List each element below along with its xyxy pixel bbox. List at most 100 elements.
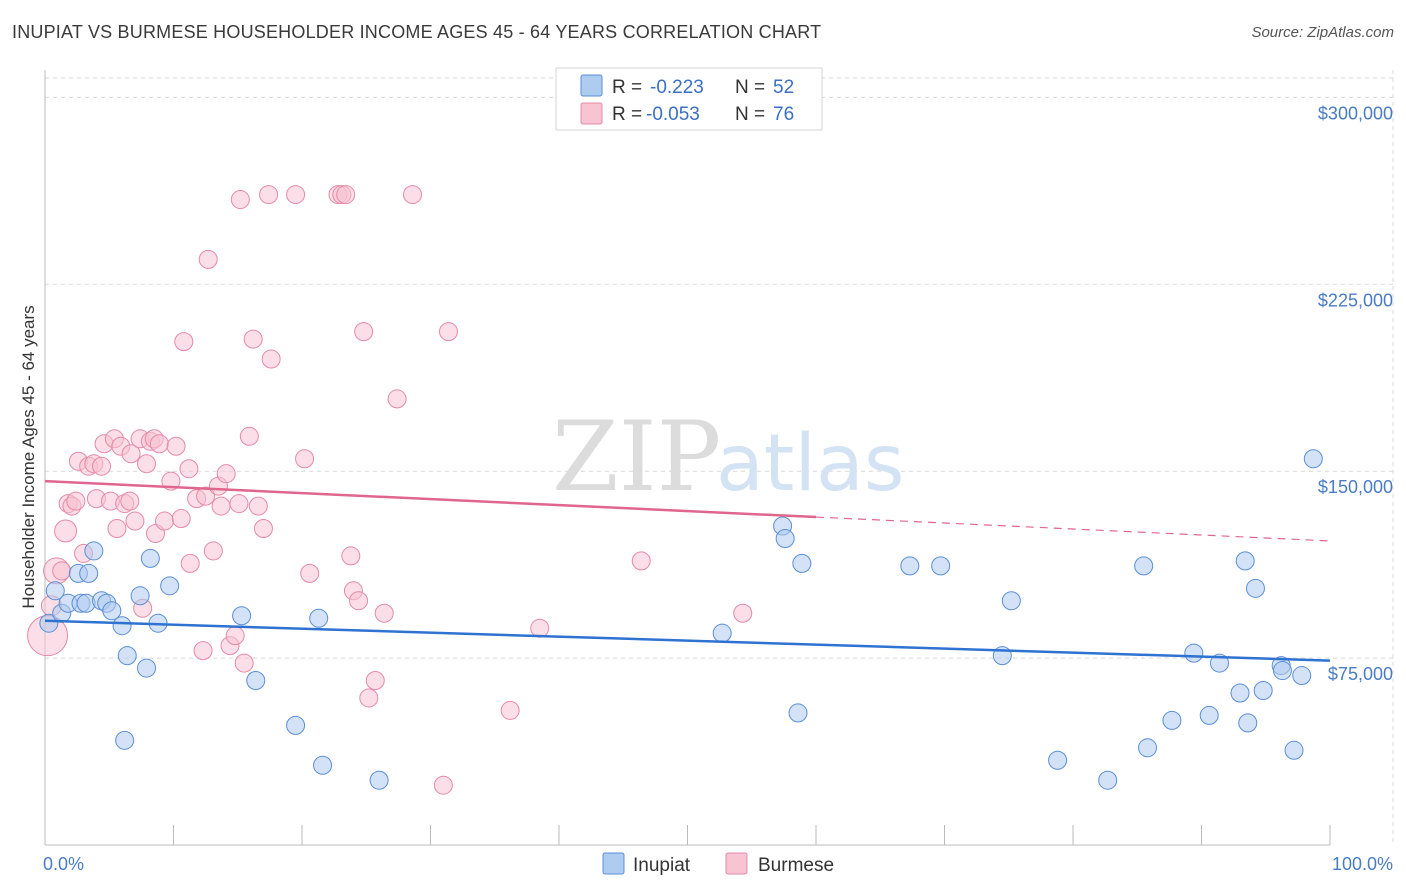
burmese-point-71 bbox=[433, 775, 453, 795]
bottom-legend-burmese: Burmese bbox=[758, 855, 834, 876]
burmese-point-72 bbox=[438, 322, 458, 342]
burmese-point-52 bbox=[248, 496, 268, 516]
burmese-point-35 bbox=[179, 459, 199, 479]
burmese-point-40 bbox=[198, 249, 218, 269]
burmese-point-25 bbox=[137, 454, 157, 474]
burmese-point-62 bbox=[341, 546, 361, 566]
inupiat-point-8 bbox=[84, 541, 104, 561]
burmese-point-66 bbox=[359, 688, 379, 708]
bottom-legend-inupiat: Inupiat bbox=[633, 855, 691, 876]
legend-r-value-2: -0.053 bbox=[646, 104, 700, 125]
inupiat-point-1 bbox=[45, 581, 65, 601]
burmese-point-55 bbox=[261, 349, 281, 369]
inupiat-point-37 bbox=[1134, 556, 1154, 576]
inupiat-point-44 bbox=[1235, 551, 1255, 571]
legend-r-value-1: -0.223 bbox=[650, 77, 704, 98]
inupiat-point-39 bbox=[1162, 710, 1182, 730]
burmese-point-17 bbox=[107, 519, 127, 539]
y-tick-label-3: $300,000 bbox=[1318, 103, 1393, 123]
legend-r-label-1: R = bbox=[612, 77, 642, 98]
inupiat-point-41 bbox=[1199, 705, 1219, 725]
watermark-atlas: atlas bbox=[716, 419, 905, 509]
burmese-point-68 bbox=[374, 603, 394, 623]
x-tick-left: 0.0% bbox=[43, 854, 84, 874]
inupiat-point-13 bbox=[117, 646, 137, 666]
inupiat-point-15 bbox=[130, 586, 150, 606]
series-legend: Inupiat Burmese bbox=[602, 852, 834, 876]
burmese-point-29 bbox=[149, 434, 169, 454]
gridlines bbox=[44, 70, 1394, 845]
inupiat-point-31 bbox=[900, 556, 920, 576]
burmese-point-49 bbox=[234, 653, 254, 673]
burmese-point-64 bbox=[349, 591, 369, 611]
burmese-point-32 bbox=[166, 436, 186, 456]
inupiat-point-42 bbox=[1209, 653, 1229, 673]
y-tick-labels: $75,000 $150,000 $225,000 $300,000 bbox=[1318, 103, 1393, 684]
inupiat-point-11 bbox=[102, 601, 122, 621]
burmese-point-30 bbox=[155, 511, 175, 531]
inupiat-point-17 bbox=[140, 548, 160, 568]
trend-lines bbox=[44, 479, 1331, 662]
inupiat-point-30 bbox=[792, 553, 812, 573]
burmese-point-41 bbox=[203, 541, 223, 561]
inupiat-point-22 bbox=[286, 715, 306, 735]
burmese-point-21 bbox=[121, 444, 141, 464]
burmese-point-50 bbox=[239, 426, 259, 446]
inupiat-point-49 bbox=[1272, 661, 1292, 681]
burmese-point-58 bbox=[300, 563, 320, 583]
legend-r-label-2: R = bbox=[612, 104, 642, 125]
legend-n-label-2: N = bbox=[735, 104, 765, 125]
burmese-point-20 bbox=[120, 491, 140, 511]
inupiat-trend bbox=[44, 619, 1331, 662]
burmese-point-76 bbox=[733, 603, 753, 623]
inupiat-point-26 bbox=[712, 623, 732, 643]
bottom-legend-swatch-inupiat bbox=[602, 852, 625, 875]
inupiat-point-29 bbox=[788, 703, 808, 723]
inupiat-point-38 bbox=[1138, 738, 1158, 758]
inupiat-point-21 bbox=[246, 671, 266, 691]
burmese-point-43 bbox=[211, 496, 231, 516]
burmese-point-73 bbox=[500, 700, 520, 720]
inupiat-point-14 bbox=[115, 730, 135, 750]
inupiat-point-19 bbox=[160, 576, 180, 596]
burmese-point-22 bbox=[125, 511, 145, 531]
inupiat-point-52 bbox=[1303, 449, 1323, 469]
inupiat-point-20 bbox=[232, 606, 252, 626]
watermark-zip: ZIP bbox=[552, 401, 721, 513]
burmese-point-48 bbox=[230, 190, 250, 210]
burmese-point-65 bbox=[354, 322, 374, 342]
correlation-legend: R = -0.223 N = 52 R = -0.053 N = 76 bbox=[555, 67, 823, 131]
burmese-trend-solid bbox=[44, 479, 817, 519]
burmese-point-56 bbox=[286, 185, 306, 205]
burmese-point-57 bbox=[295, 449, 315, 469]
inupiat-point-46 bbox=[1245, 578, 1265, 598]
legend-swatch-burmese bbox=[580, 102, 603, 125]
burmese-point-34 bbox=[174, 332, 194, 352]
burmese-point-7 bbox=[66, 491, 86, 511]
inupiat-point-43 bbox=[1230, 683, 1250, 703]
burmese-point-47 bbox=[229, 494, 249, 514]
burmese-point-36 bbox=[180, 553, 200, 573]
burmese-point-4 bbox=[54, 519, 78, 543]
burmese-point-70 bbox=[403, 185, 423, 205]
bottom-legend-swatch-burmese bbox=[725, 852, 748, 875]
inupiat-point-25 bbox=[369, 770, 389, 790]
y-tick-label-1: $150,000 bbox=[1318, 477, 1393, 497]
legend-n-value-2: 76 bbox=[773, 104, 794, 125]
burmese-trend-dashed bbox=[815, 516, 1331, 542]
inupiat-point-32 bbox=[931, 556, 951, 576]
burmese-point-67 bbox=[365, 671, 385, 691]
legend-n-label-1: N = bbox=[735, 77, 765, 98]
axes bbox=[44, 70, 1330, 846]
y-tick-label-2: $225,000 bbox=[1318, 290, 1393, 310]
inupiat-point-36 bbox=[1098, 770, 1118, 790]
x-tick-right: 100.0% bbox=[1332, 854, 1393, 874]
burmese-point-39 bbox=[196, 486, 216, 506]
burmese-point-3 bbox=[52, 561, 72, 581]
legend-n-value-1: 52 bbox=[773, 77, 794, 98]
inupiat-point-47 bbox=[1253, 680, 1273, 700]
chart-source: Source: ZipAtlas.com bbox=[1251, 24, 1394, 41]
inupiat-point-24 bbox=[313, 755, 333, 775]
y-axis-label: Householder Income Ages 45 - 64 years bbox=[19, 305, 38, 608]
